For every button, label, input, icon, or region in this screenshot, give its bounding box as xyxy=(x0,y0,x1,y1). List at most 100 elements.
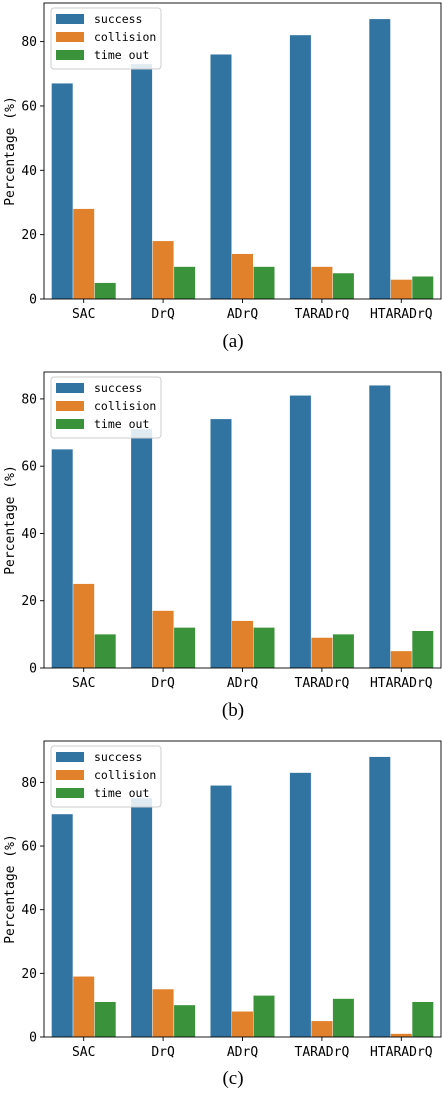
legend-swatch-collision xyxy=(56,32,84,42)
legend-label-success: success xyxy=(94,750,142,764)
y-tick-label: 60 xyxy=(21,99,37,114)
y-tick-label: 0 xyxy=(29,293,37,308)
x-tick-label: ADrQ xyxy=(227,1045,258,1060)
y-tick-label: 20 xyxy=(21,967,37,982)
bar-time-out xyxy=(253,266,275,299)
legend-label-time-out: time out xyxy=(94,786,149,800)
legend-swatch-success xyxy=(56,383,84,393)
x-tick-label: SAC xyxy=(72,676,95,691)
chart-panel: 0 20 40 60 80 SAC DrQ ADrQ TARADrQ HTARADrQ Percen… xyxy=(3,2,442,352)
y-tick-label: 40 xyxy=(21,903,37,918)
panel-caption: (b) xyxy=(222,700,244,721)
bar-time-out xyxy=(412,1001,434,1037)
x-tick-label: TARADrQ xyxy=(295,1045,350,1060)
bar-collision xyxy=(152,241,174,299)
y-axis-label: Percentage (%) xyxy=(3,96,18,206)
x-tick-label: TARADrQ xyxy=(295,676,350,691)
x-tick-label: SAC xyxy=(72,1045,95,1060)
legend-swatch-time-out xyxy=(56,50,84,60)
bar-collision xyxy=(232,253,253,299)
x-tick-label: SAC xyxy=(72,307,95,322)
bar-collision xyxy=(311,637,333,668)
bar-time-out xyxy=(253,627,275,668)
chart-panel: 0 20 40 60 80 SAC DrQ ADrQ TARADrQ HTARADrQ Percen… xyxy=(3,371,442,721)
legend: success collision time out xyxy=(50,745,162,808)
legend-label-success: success xyxy=(94,12,142,26)
bar-time-out xyxy=(412,276,434,299)
bar-collision xyxy=(390,279,412,299)
bar-time-out xyxy=(332,273,354,299)
x-tick-label: ADrQ xyxy=(227,307,258,322)
bar-collision xyxy=(152,989,174,1037)
y-axis-label: Percentage (%) xyxy=(3,465,18,575)
y-tick-label: 60 xyxy=(21,840,37,855)
chart-panel: 0 20 40 60 80 SAC DrQ ADrQ TARADrQ HTARADrQ Percen… xyxy=(3,740,442,1089)
y-tick-label: 80 xyxy=(21,776,37,791)
y-axis-label: Percentage (%) xyxy=(3,834,18,944)
bar-collision xyxy=(232,1011,253,1037)
bar-collision xyxy=(73,976,95,1037)
x-tick-label: TARADrQ xyxy=(295,307,350,322)
bar-collision xyxy=(311,1021,333,1037)
bar-time-out xyxy=(174,266,196,299)
x-tick-label: DrQ xyxy=(151,307,175,322)
bar-success xyxy=(289,395,311,668)
bar-time-out xyxy=(94,634,116,668)
bar-success xyxy=(210,419,232,668)
bar-success xyxy=(369,19,391,300)
bar-time-out xyxy=(332,998,354,1037)
legend-swatch-success xyxy=(56,14,84,24)
x-tick-label: HTARADrQ xyxy=(370,307,433,322)
panel-caption: (a) xyxy=(222,331,243,352)
bar-collision xyxy=(73,583,95,668)
bar-time-out xyxy=(174,1005,196,1037)
legend-swatch-success xyxy=(56,752,84,762)
bar-success xyxy=(51,449,73,668)
bar-time-out xyxy=(174,627,196,668)
legend-label-time-out: time out xyxy=(94,48,149,62)
y-tick-label: 80 xyxy=(21,35,37,50)
legend-swatch-collision xyxy=(56,770,84,780)
bar-success xyxy=(51,83,73,299)
bar-collision xyxy=(311,266,333,299)
legend: success collision time out xyxy=(50,7,162,70)
legend-swatch-time-out xyxy=(56,419,84,429)
bar-time-out xyxy=(332,634,354,668)
legend-label-success: success xyxy=(94,381,142,395)
legend-label-collision: collision xyxy=(94,768,156,782)
bar-success xyxy=(369,756,391,1037)
bar-success xyxy=(131,64,153,299)
y-tick-label: 60 xyxy=(21,460,37,475)
x-tick-label: ADrQ xyxy=(227,676,258,691)
legend-swatch-time-out xyxy=(56,788,84,798)
legend-label-time-out: time out xyxy=(94,417,149,431)
legend-swatch-collision xyxy=(56,401,84,411)
bar-success xyxy=(289,35,311,299)
bar-success xyxy=(289,772,311,1037)
x-tick-label: DrQ xyxy=(151,1045,175,1060)
legend-label-collision: collision xyxy=(94,399,156,413)
y-tick-label: 80 xyxy=(21,392,37,407)
bar-success xyxy=(131,798,153,1037)
bar-success xyxy=(51,814,73,1037)
y-tick-label: 40 xyxy=(21,164,37,179)
bar-collision xyxy=(390,1033,412,1037)
bar-success xyxy=(369,385,391,668)
legend-label-collision: collision xyxy=(94,30,156,44)
y-tick-label: 0 xyxy=(29,1031,37,1046)
bar-time-out xyxy=(94,282,116,299)
bar-time-out xyxy=(253,995,275,1037)
y-tick-label: 20 xyxy=(21,594,37,609)
bar-collision xyxy=(152,610,174,668)
x-tick-label: DrQ xyxy=(151,676,175,691)
bar-success xyxy=(131,429,153,668)
x-tick-label: HTARADrQ xyxy=(370,676,433,691)
y-tick-label: 40 xyxy=(21,527,37,542)
panel-caption: (c) xyxy=(222,1068,243,1089)
bar-success xyxy=(210,785,232,1037)
bar-time-out xyxy=(94,1001,116,1037)
bar-time-out xyxy=(412,631,434,668)
legend: success collision time out xyxy=(50,376,162,439)
bar-success xyxy=(210,54,232,300)
